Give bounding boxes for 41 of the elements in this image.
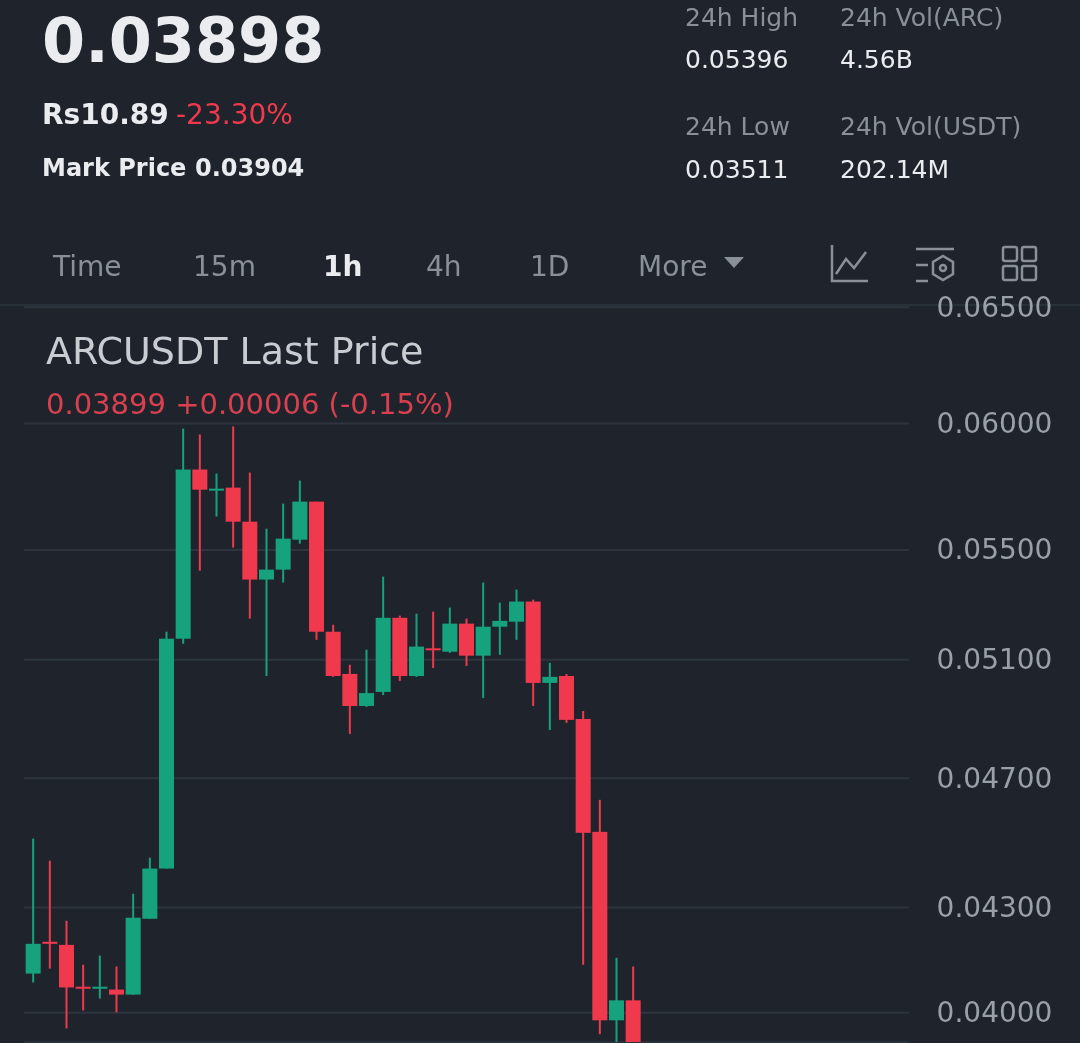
y-tick-label: 0.06500 <box>936 290 1053 324</box>
text: Rs10.89 <box>42 98 169 131</box>
text: 24h Low <box>685 112 790 141</box>
y-tick-label: 0.04300 <box>936 891 1053 925</box>
candlestick <box>209 472 224 518</box>
text: 1h <box>323 250 363 283</box>
candlestick <box>359 648 374 708</box>
text: 24h Vol(USDT) <box>840 112 1022 141</box>
text: 15m <box>193 250 256 283</box>
y-tick-label: 0.05100 <box>936 643 1053 677</box>
text: 0.03904 <box>195 154 305 182</box>
text: 0.03511 <box>685 155 789 184</box>
candlestick <box>425 610 441 669</box>
candlestick <box>42 859 58 970</box>
text: 0.03898 <box>42 4 325 77</box>
candlestick <box>75 963 91 1012</box>
text: More <box>638 250 708 283</box>
text: -23.30% <box>176 98 293 131</box>
candlestick <box>192 433 208 572</box>
text: 202.14M <box>840 155 950 184</box>
text: 4h <box>426 250 462 283</box>
text: Time <box>52 250 122 283</box>
text: 0.03899 +0.00006 (-0.15%) <box>46 387 454 421</box>
text: 0.05396 <box>685 45 789 74</box>
candlestick <box>609 956 624 1043</box>
candlestick <box>109 965 124 1014</box>
text: 1D <box>530 250 570 283</box>
text: ARCUSDT Last Price <box>46 329 424 373</box>
candlestick <box>492 601 508 656</box>
text: 24h High <box>685 3 799 32</box>
candlestick <box>259 527 274 677</box>
text: Mark Price <box>42 154 187 182</box>
candlestick <box>92 954 108 1000</box>
y-tick-label: 0.04700 <box>936 761 1053 795</box>
y-tick-label: 0.06000 <box>936 406 1053 440</box>
candlestick <box>509 588 524 641</box>
text: 24h Vol(ARC) <box>840 3 1004 32</box>
candlestick <box>542 661 558 731</box>
text: 4.56B <box>840 45 913 74</box>
y-tick-label: 0.05500 <box>936 533 1053 567</box>
y-tick-label: 0.04000 <box>936 996 1053 1030</box>
